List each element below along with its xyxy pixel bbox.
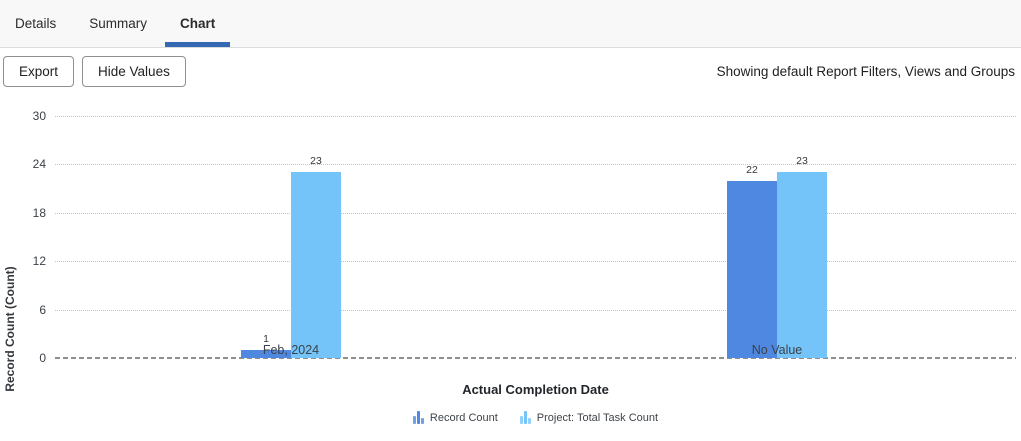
bar-chart-icon	[519, 411, 531, 424]
toolbar: Export Hide Values Showing default Repor…	[0, 49, 1021, 93]
chart-region: Record Count (Count) 0 6 12 18 24 30 1 23 22 23 …	[0, 93, 1021, 441]
bar-chart-icon	[412, 411, 424, 424]
x-axis-title: Actual Completion Date	[462, 382, 609, 397]
y-tick-label: 24	[32, 157, 46, 172]
filters-status-text: Showing default Report Filters, Views an…	[716, 63, 1015, 79]
y-tick-label: 30	[32, 109, 46, 123]
gridline	[55, 164, 1016, 166]
gridline	[55, 261, 1016, 263]
bar-value-label: 22	[746, 163, 758, 176]
toolbar-buttons: Export Hide Values	[3, 55, 186, 87]
bar-record-count[interactable]	[727, 180, 777, 358]
bar-value-label: 1	[263, 332, 269, 345]
tab-summary[interactable]: Summary	[89, 16, 148, 31]
gridline	[55, 309, 1016, 311]
bar-total-task-count[interactable]	[777, 172, 827, 358]
y-tick-label: 0	[39, 351, 46, 365]
tab-chart[interactable]: Chart	[165, 0, 231, 47]
y-tick-label: 6	[39, 302, 46, 317]
legend-item-total-task-count[interactable]: Project: Total Task Count	[519, 411, 659, 424]
tab-details[interactable]: Details	[15, 16, 57, 31]
y-tick-label: 18	[32, 205, 46, 220]
hide-values-button[interactable]: Hide Values	[82, 55, 186, 87]
x-category-label: Feb, 2024	[262, 343, 320, 357]
chart-legend: Record Count Project: Total Task Count	[55, 411, 1016, 424]
bar-total-task-count[interactable]	[291, 172, 341, 358]
y-tick-label: 12	[32, 254, 46, 269]
bar-value-label: 23	[796, 155, 808, 168]
legend-label: Project: Total Task Count	[536, 411, 659, 424]
x-category-label: No Value	[751, 343, 803, 357]
x-axis-baseline	[55, 357, 1016, 359]
tab-bar: Details Summary Chart	[0, 0, 1021, 48]
plot-area: 1 23 22 23	[55, 116, 1016, 359]
gridline	[55, 116, 1016, 117]
legend-item-record-count[interactable]: Record Count	[412, 411, 498, 424]
bar-value-label: 23	[310, 155, 322, 168]
y-axis: 0 6 12 18 24 30	[0, 109, 46, 365]
gridline	[55, 212, 1016, 214]
bar-record-count[interactable]	[241, 349, 291, 358]
legend-label: Record Count	[429, 411, 498, 424]
export-button[interactable]: Export	[3, 55, 75, 87]
